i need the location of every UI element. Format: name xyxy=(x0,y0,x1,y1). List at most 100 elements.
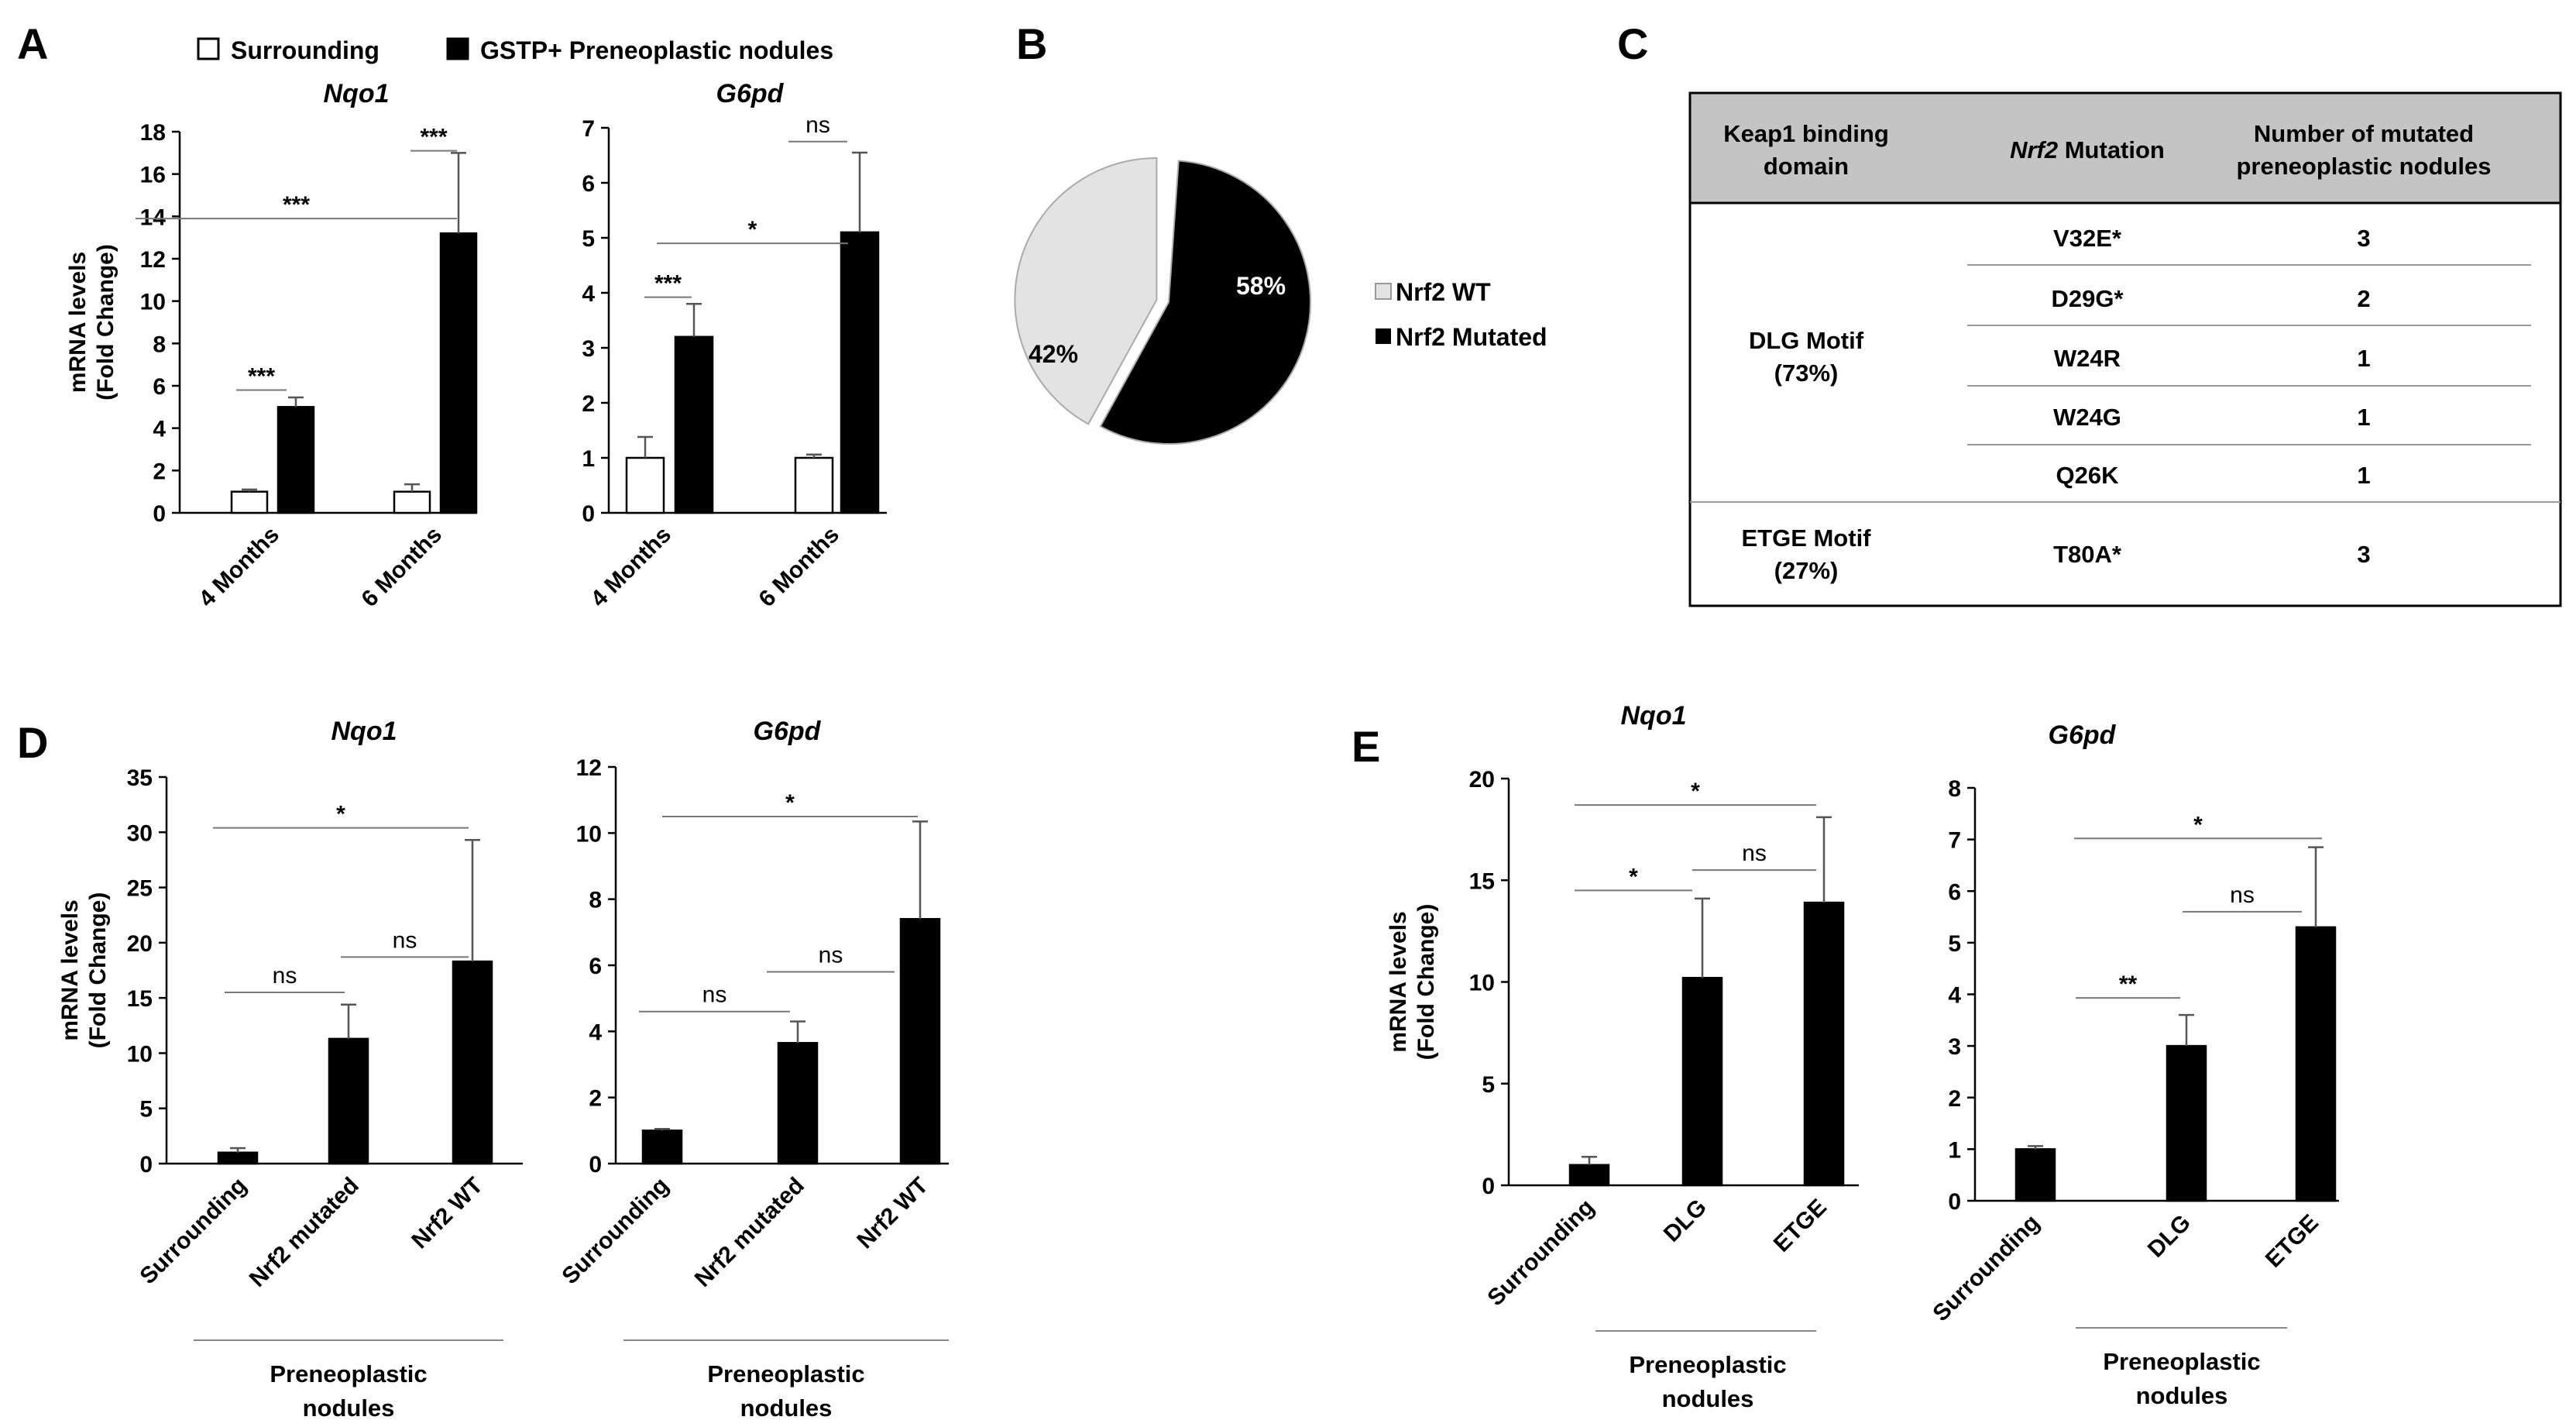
bar-value xyxy=(2295,926,2337,1202)
y-tick-label: 30 xyxy=(127,820,153,846)
panel-label-a: A xyxy=(17,19,48,68)
table-cell-mutation: D29G* xyxy=(2051,285,2124,312)
y-tick-label: 7 xyxy=(582,116,595,142)
y-tick-label: 10 xyxy=(576,821,602,847)
x-category-label: DLG xyxy=(1659,1195,1712,1247)
y-tick-label: 8 xyxy=(1948,776,1961,802)
group-label-nodules: nodules xyxy=(303,1394,395,1422)
y-tick-label: 0 xyxy=(153,501,166,527)
bar-nodules xyxy=(674,335,714,514)
table-cell-count: 2 xyxy=(2357,285,2370,312)
y-tick-label: 2 xyxy=(589,1086,602,1112)
y-tick-label: 2 xyxy=(153,459,166,484)
bar-value xyxy=(641,1130,683,1165)
y-tick-label: 4 xyxy=(582,281,595,307)
y-tick-label: 16 xyxy=(140,163,166,188)
significance-label: ** xyxy=(2119,971,2138,997)
group-label-preneoplastic: Preneoplastic xyxy=(707,1360,864,1387)
x-category-label: 6 Months xyxy=(357,522,447,612)
table-header-count: Number of mutated xyxy=(2254,120,2474,147)
significance-label: * xyxy=(2193,812,2203,837)
chart-d2: G6pd 0 2 4 6 8 10 12 Surrounding Nrf2 mutated Nrf2… xyxy=(557,717,949,1292)
table-cell-domain: (73%) xyxy=(1774,359,1839,387)
table-cell-mutation: W24R xyxy=(2054,345,2121,372)
table-header-count: preneoplastic nodules xyxy=(2236,153,2491,180)
y-tick-label: 10 xyxy=(127,1041,153,1067)
x-category-label: DLG xyxy=(2143,1210,2196,1263)
y-tick-label: 0 xyxy=(589,1152,602,1178)
y-axis-label-line: (Fold Change) xyxy=(1413,904,1439,1061)
table-cell-domain: ETGE Motif xyxy=(1741,524,1871,552)
bar-value xyxy=(1568,1164,1610,1187)
bar-nodules xyxy=(276,406,315,514)
chart-title: G6pd xyxy=(754,717,822,746)
y-axis-label-line: mRNA levels xyxy=(57,899,83,1040)
x-category-label: Surrounding xyxy=(1928,1210,2045,1327)
legend-swatch-surrounding xyxy=(197,37,220,60)
significance-label: *** xyxy=(420,125,447,150)
y-tick-label: 5 xyxy=(139,1097,153,1123)
y-tick-label: 10 xyxy=(1469,971,1495,996)
significance-label: ns xyxy=(805,112,830,138)
pie-label-wt: 42% xyxy=(1029,340,1078,368)
bar-value xyxy=(1681,977,1723,1187)
bar-value xyxy=(2166,1044,2207,1202)
y-tick-label: 4 xyxy=(589,1020,602,1045)
significance-label: * xyxy=(785,790,795,816)
group-label-nodules: nodules xyxy=(2136,1382,2228,1409)
y-tick-label: 10 xyxy=(140,290,166,315)
table-header-mutation: Nrf2 Mutation xyxy=(2010,136,2165,163)
y-tick-label: 15 xyxy=(127,986,153,1012)
x-category-label: Nrf2 WT xyxy=(852,1173,933,1254)
bar-surrounding xyxy=(393,490,431,514)
y-tick-label: 2 xyxy=(582,391,595,417)
y-axis-label: mRNA levels (Fold Change) xyxy=(1386,904,1439,1061)
significance-label: ns xyxy=(273,963,297,989)
group-label-preneoplastic: Preneoplastic xyxy=(2103,1348,2260,1375)
panel-label-b: B xyxy=(1016,19,1047,68)
table-header-domain: domain xyxy=(1764,153,1849,180)
y-tick-label: 4 xyxy=(1948,983,1961,1009)
y-tick-label: 5 xyxy=(1482,1072,1495,1098)
chart-c-table: Keap1 binding domain Nrf2 Mutation Number o… xyxy=(1688,91,2562,607)
table-cell-domain: (27%) xyxy=(1774,557,1839,584)
panel-label-d: D xyxy=(17,718,48,767)
bar-value xyxy=(2014,1148,2056,1202)
significance-label: ns xyxy=(1742,841,1767,866)
y-tick-label: 7 xyxy=(1948,828,1961,854)
bar-value xyxy=(452,960,493,1165)
panel-label-c: C xyxy=(1617,19,1648,68)
y-tick-label: 1 xyxy=(582,446,595,472)
x-category-label: ETGE xyxy=(1769,1195,1832,1257)
group-label-nodules: nodules xyxy=(740,1394,833,1422)
x-category-label: 6 Months xyxy=(754,522,844,612)
significance-label: ns xyxy=(819,943,843,968)
chart-title: G6pd xyxy=(2049,720,2117,750)
bar-surrounding xyxy=(230,490,269,514)
table-cell-count: 3 xyxy=(2357,225,2370,252)
x-category-label: Surrounding xyxy=(1482,1195,1599,1312)
y-tick-label: 4 xyxy=(153,417,166,442)
bar-surrounding xyxy=(625,456,665,514)
bar-nodules xyxy=(840,231,880,514)
legend-label-nrf2-wt: Nrf2 WT xyxy=(1396,278,1491,306)
chart-e2: G6pd 0 1 2 3 4 5 6 7 8 Surrounding DLG ETGE ** ns * xyxy=(1928,720,2339,1326)
bar-value xyxy=(1803,901,1845,1187)
chart-e1: Nqo1 0 5 10 15 20 mRNA levels (Fold Change) Surr… xyxy=(1386,701,1859,1311)
y-tick-label: 25 xyxy=(127,876,153,902)
table-border xyxy=(1688,91,2562,607)
table-header-gene: Nrf2 xyxy=(2010,136,2058,163)
y-tick-label: 20 xyxy=(1469,767,1495,793)
table-cell-domain: DLG Motif xyxy=(1749,327,1864,354)
x-category-label: ETGE xyxy=(2261,1210,2324,1273)
y-tick-label: 15 xyxy=(1469,868,1495,894)
y-tick-label: 2 xyxy=(1948,1086,1961,1112)
y-tick-label: 35 xyxy=(127,765,153,791)
y-axis-label-line: (Fold Change) xyxy=(85,892,111,1049)
y-tick-label: 12 xyxy=(140,247,166,273)
y-tick-label: 6 xyxy=(582,171,595,197)
table-cell-mutation: V32E* xyxy=(2053,225,2122,252)
y-tick-label: 0 xyxy=(1948,1189,1961,1215)
